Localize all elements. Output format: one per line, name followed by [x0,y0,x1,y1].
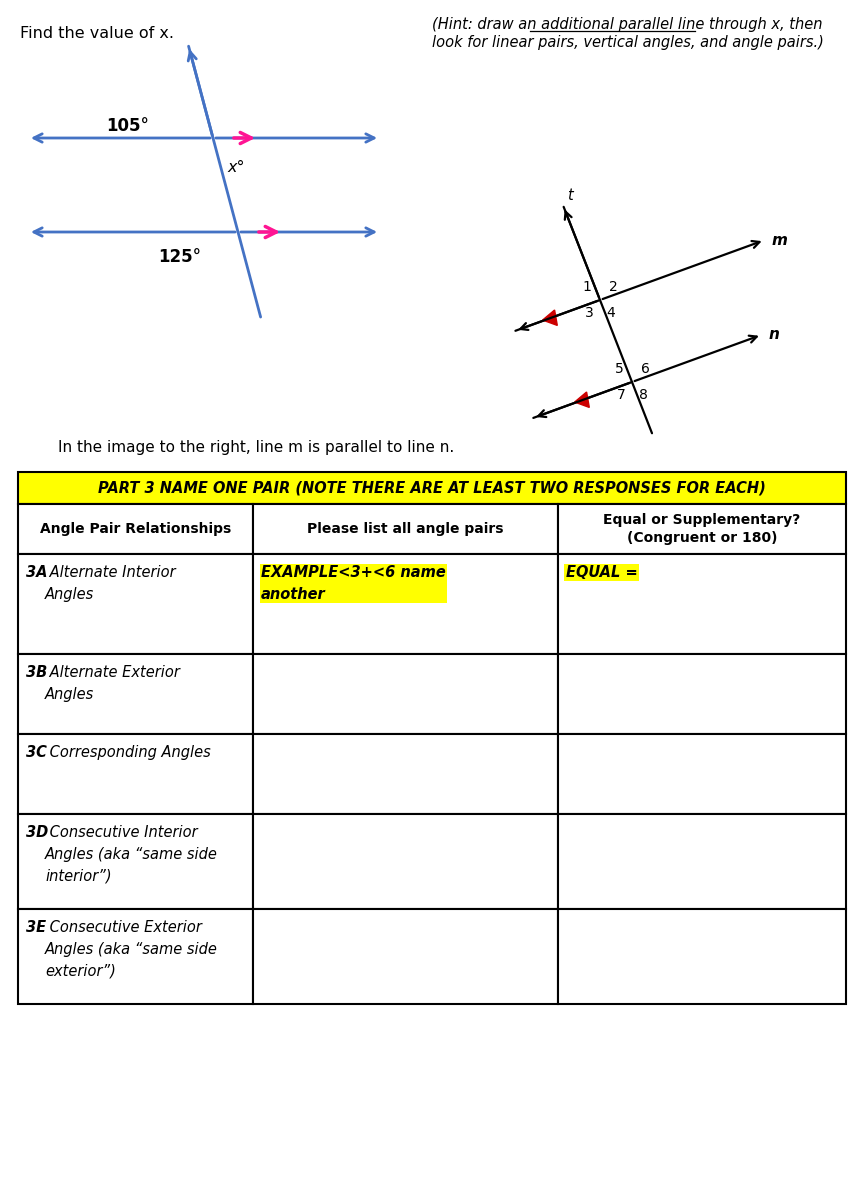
Bar [558,814,846,909]
Bar [558,654,846,734]
Bar [253,504,558,554]
Text: Find the value of x.: Find the value of x. [20,26,174,41]
Text: 1: 1 [582,280,592,294]
Text: Consecutive Exterior
Angles (aka “same side
exterior”): Consecutive Exterior Angles (aka “same s… [45,920,218,979]
Bar [253,814,558,909]
Text: Angle Pair Relationships: Angle Pair Relationships [40,522,232,537]
Text: 5: 5 [614,362,623,376]
Text: PART 3 NAME ONE PAIR (NOTE THERE ARE AT LEAST TWO RESPONSES FOR EACH): PART 3 NAME ONE PAIR (NOTE THERE ARE AT … [98,480,766,496]
Text: 3A: 3A [26,565,48,580]
Bar [18,814,253,909]
Text: 8: 8 [638,388,647,402]
Text: 6: 6 [640,362,650,376]
Text: Corresponding Angles: Corresponding Angles [45,744,211,760]
Text: Consecutive Interior
Angles (aka “same side
interior”): Consecutive Interior Angles (aka “same s… [45,825,218,883]
Bar [253,734,558,814]
Text: 3: 3 [585,306,594,320]
Text: Please list all angle pairs: Please list all angle pairs [308,522,504,537]
Text: (Hint: draw an additional parallel line through x, then: (Hint: draw an additional parallel line … [432,17,823,32]
Text: look for linear pairs, vertical angles, and angle pairs.): look for linear pairs, vertical angles, … [432,35,824,50]
Text: 2: 2 [608,280,618,294]
Text: 3C: 3C [26,744,47,760]
Text: n: n [769,327,779,342]
Text: Alternate Exterior
Angles: Alternate Exterior Angles [45,664,180,701]
Text: 3D: 3D [26,825,48,840]
Bar [558,909,846,1004]
Text: 4: 4 [607,306,615,320]
Bar [558,734,846,814]
Bar [18,472,846,504]
Text: 125°: 125° [158,249,201,266]
Text: 7: 7 [617,388,626,402]
Text: t: t [567,188,572,203]
Text: 3E: 3E [26,920,46,934]
Bar [558,504,846,554]
Text: EXAMPLE<3+<6 name
another: EXAMPLE<3+<6 name another [261,565,446,601]
Text: Alternate Interior
Angles: Alternate Interior Angles [45,565,175,601]
Bar [253,554,558,654]
Bar [18,909,253,1004]
Text: Equal or Supplementary?
(Congruent or 180): Equal or Supplementary? (Congruent or 18… [603,513,801,545]
Text: 105°: 105° [106,117,149,135]
Bar [558,554,846,654]
Bar [253,654,558,734]
Bar [18,554,253,654]
Bar [18,654,253,734]
Bar [18,734,253,814]
Text: In the image to the right, line m is parallel to line n.: In the image to the right, line m is par… [58,440,454,455]
Text: 3B: 3B [26,664,48,680]
Text: m: m [772,233,787,247]
Bar [253,909,558,1004]
Bar [18,504,253,554]
Text: x°: x° [227,160,245,174]
Text: EQUAL =: EQUAL = [566,565,638,580]
